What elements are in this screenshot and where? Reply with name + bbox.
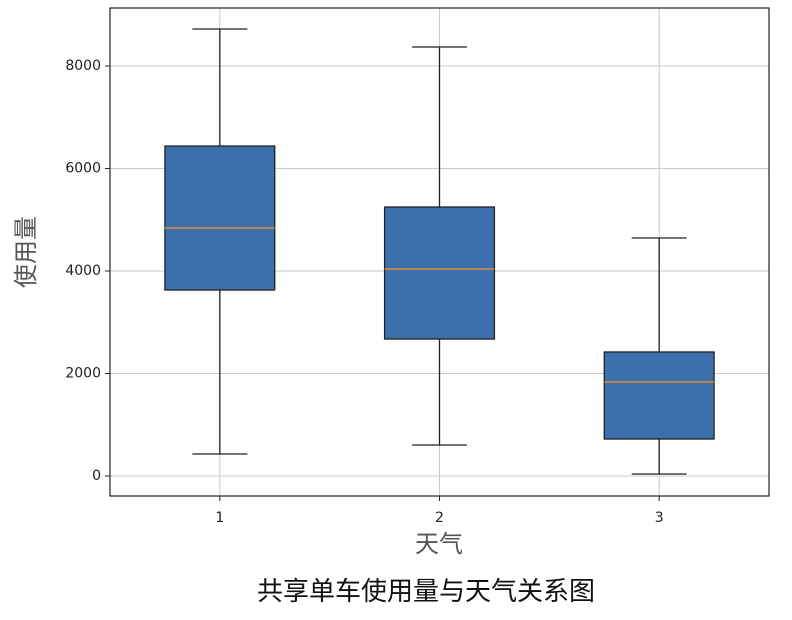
chart-title: 共享单车使用量与天气关系图 (257, 577, 595, 607)
x-tick-label: 2 (435, 510, 444, 526)
box (603, 351, 715, 440)
y-tick-label: 0 (92, 468, 101, 484)
y-tick-label: 8000 (65, 58, 101, 74)
x-axis-label: 天气 (415, 530, 463, 558)
box (383, 206, 496, 340)
x-tick-label: 1 (215, 510, 224, 526)
x-tick-label: 3 (655, 510, 664, 526)
y-tick-label: 2000 (65, 366, 101, 382)
y-tick-label: 4000 (65, 263, 101, 279)
box (164, 145, 276, 291)
y-tick-label: 6000 (65, 161, 101, 177)
y-axis-label: 使用量 (12, 216, 40, 288)
